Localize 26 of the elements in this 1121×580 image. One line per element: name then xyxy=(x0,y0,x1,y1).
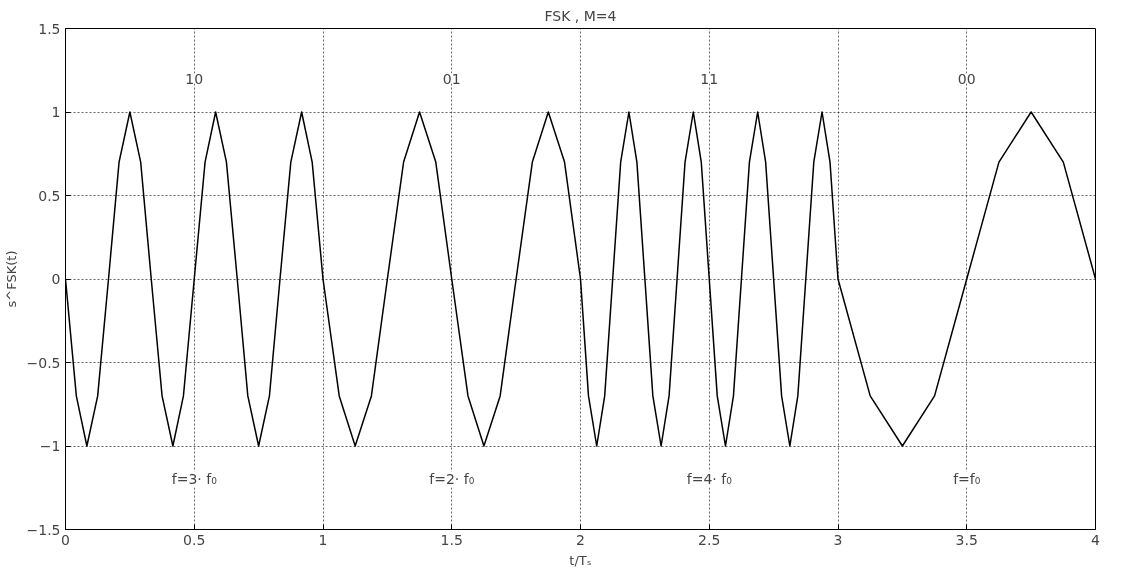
x-tick-label: 2 xyxy=(576,531,585,548)
x-tick-label: 0.5 xyxy=(183,531,206,548)
y-tick-label: 0.5 xyxy=(38,187,61,204)
annotation: 00 xyxy=(957,70,976,87)
annotation: f=3· f₀ xyxy=(171,471,218,488)
y-tick-label: −0.5 xyxy=(26,354,61,371)
annotation: 11 xyxy=(700,70,719,87)
annotation: f=4· f₀ xyxy=(686,471,733,488)
annotation: f=f₀ xyxy=(953,471,981,488)
y-tick-label: −1 xyxy=(39,438,61,454)
annotation: 01 xyxy=(442,70,461,87)
x-axis-title: t/Tₛ xyxy=(569,552,592,568)
y-tick-label: −1.5 xyxy=(26,521,61,538)
y-tick-label: 1 xyxy=(51,104,61,120)
y-axis-title: s^FSK(t) xyxy=(3,250,19,308)
x-tick-label: 1 xyxy=(318,531,328,548)
x-tick-label: 4 xyxy=(1091,531,1101,548)
x-tick-label: 3.5 xyxy=(955,531,978,548)
y-tick-label: 1.5 xyxy=(38,20,61,37)
x-tick-label: 2.5 xyxy=(698,531,721,548)
x-tick-label: 3 xyxy=(833,531,843,548)
annotation: 10 xyxy=(185,70,204,87)
y-tick-label: 0 xyxy=(51,271,61,287)
chart-title: FSK , M=4 xyxy=(544,7,617,24)
x-tick-label: 1.5 xyxy=(440,531,463,548)
annotation: f=2· f₀ xyxy=(429,471,475,488)
